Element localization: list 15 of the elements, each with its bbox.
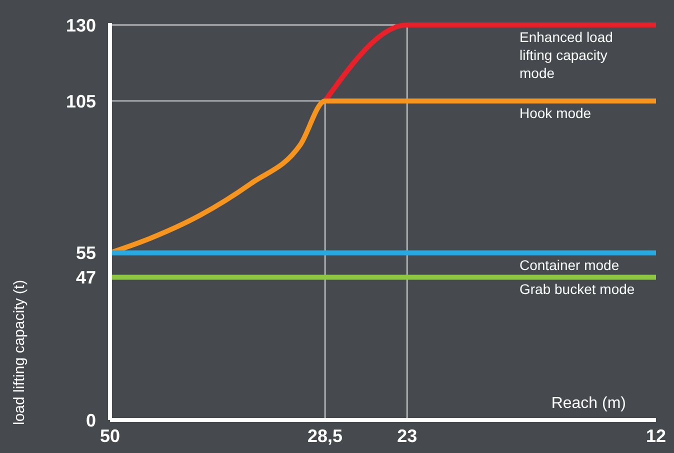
x-tick-label: 12 [646,426,666,446]
series-label: Hook mode [520,104,592,121]
series-label: Container mode [520,256,620,273]
x-tick-label: 28,5 [308,426,343,446]
y-tick-label: 0 [86,410,96,430]
series-label: Enhanced load lifting capacity mode [520,29,613,81]
y-tick-label: 55 [76,243,96,264]
y-tick-label: 105 [66,91,96,112]
y-axis-title: load lifting capacity (t) [11,280,28,425]
x-tick-label: 23 [397,426,418,446]
x-axis-title: Reach (m) [551,395,626,412]
y-tick-label: 47 [76,267,96,288]
series-label: Grab bucket mode [520,281,635,298]
x-tick-label: 50 [100,426,120,446]
y-tick-label: 130 [66,15,96,36]
